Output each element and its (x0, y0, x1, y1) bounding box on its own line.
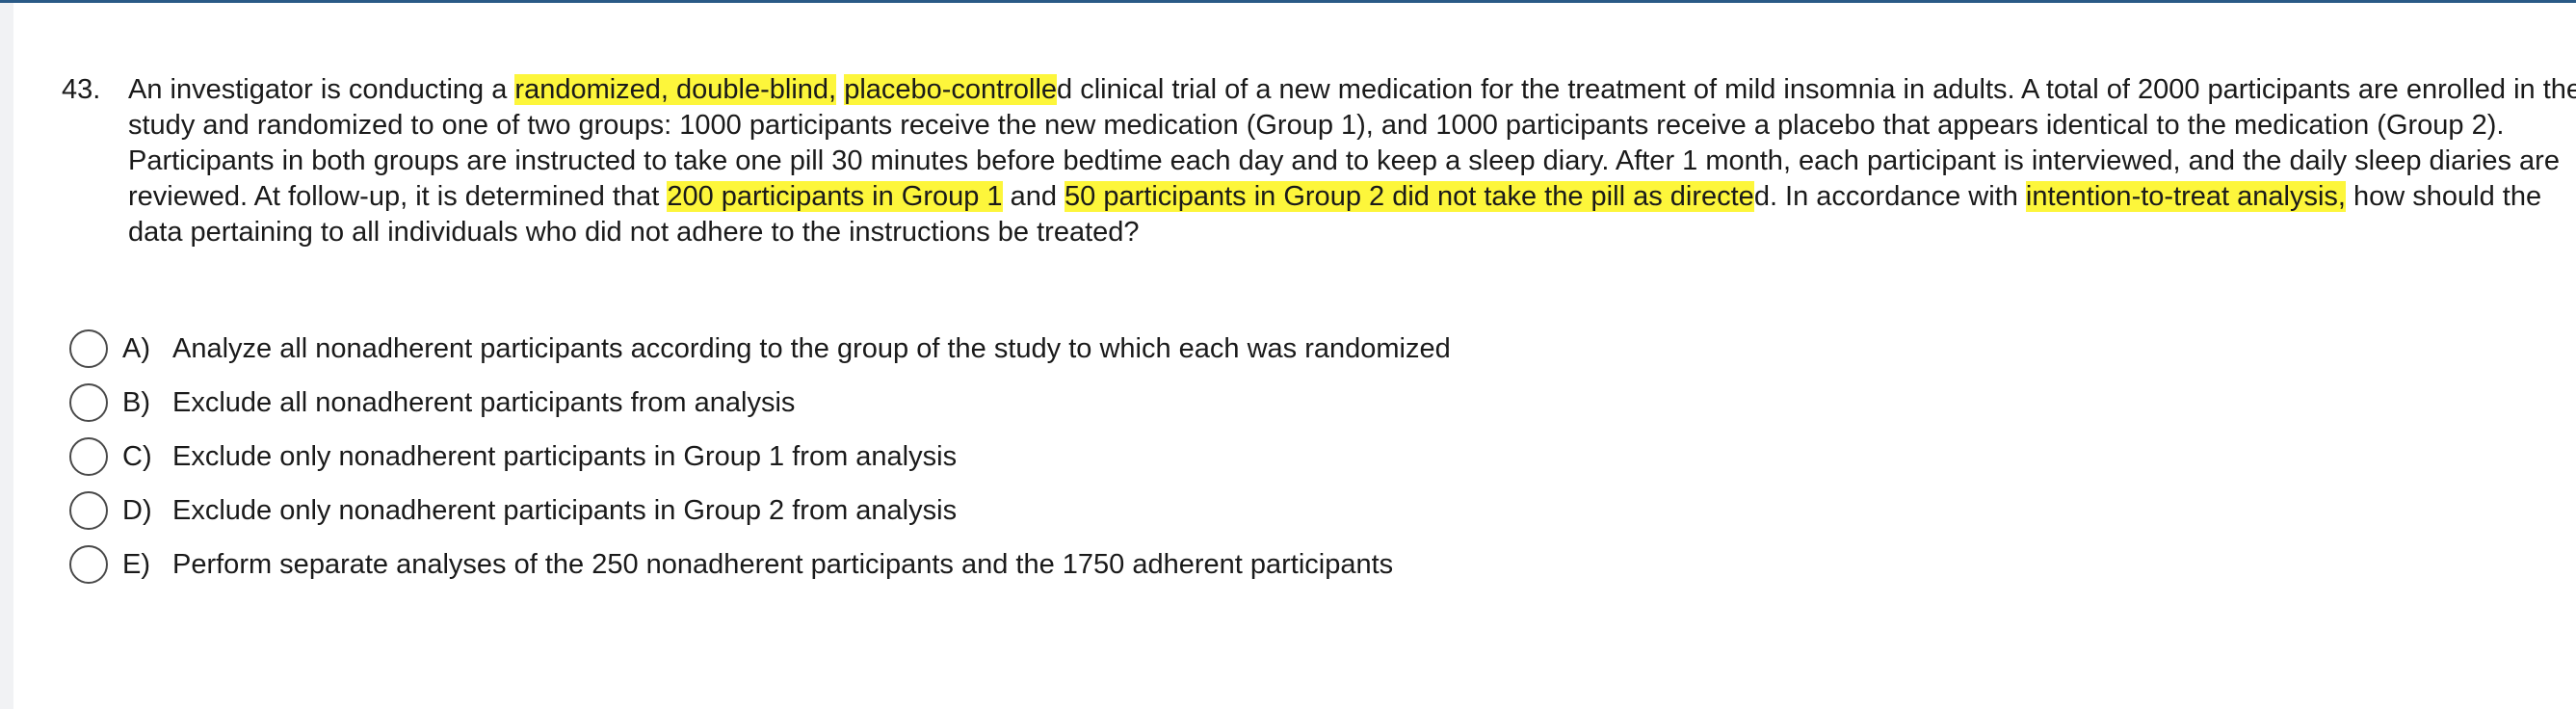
option-letter: C) (122, 440, 152, 472)
question-block: 43. An investigator is conducting a rand… (62, 72, 2576, 250)
option-letter: E) (122, 548, 150, 580)
answer-option-a[interactable]: A) Analyze all nonadherent participants … (69, 322, 1451, 376)
highlighted-phrase: intention-to-treat analysis, (2025, 181, 2346, 212)
option-letter: D) (122, 494, 152, 526)
answer-option-b[interactable]: B) Exclude all nonadherent participants … (69, 376, 1451, 430)
option-text[interactable]: Perform separate analyses of the 250 non… (172, 548, 1394, 580)
radio-button-a[interactable] (69, 329, 108, 368)
option-text[interactable]: Exclude all nonadherent participants fro… (172, 386, 796, 418)
left-gutter (0, 3, 13, 709)
option-text[interactable]: Analyze all nonadherent participants acc… (172, 332, 1451, 364)
option-text[interactable]: Exclude only nonadherent participants in… (172, 440, 958, 472)
stem-segment: An investigator is conducting a (128, 74, 515, 105)
top-border (0, 0, 2576, 3)
highlighted-phrase: 200 participants in Group 1 (667, 181, 1003, 212)
answer-option-e[interactable]: E) Perform separate analyses of the 250 … (69, 538, 1451, 591)
radio-button-b[interactable] (69, 383, 108, 422)
question-stem: An investigator is conducting a randomiz… (128, 72, 2576, 250)
stem-segment: and (1002, 181, 1065, 212)
radio-button-c[interactable] (69, 437, 108, 476)
highlighted-phrase: randomized, double-blind, (514, 74, 837, 105)
answer-options: A) Analyze all nonadherent participants … (69, 322, 1451, 591)
question-number: 43. (62, 74, 101, 105)
highlighted-phrase: placebo-controlle (844, 74, 1058, 105)
radio-button-e[interactable] (69, 545, 108, 584)
radio-button-d[interactable] (69, 491, 108, 530)
stem-segment (836, 74, 844, 105)
stem-segment: d. In accordance with (1753, 181, 2026, 212)
highlighted-phrase: 50 participants in Group 2 did not take … (1065, 181, 1754, 212)
option-text[interactable]: Exclude only nonadherent participants in… (172, 494, 958, 526)
answer-option-d[interactable]: D) Exclude only nonadherent participants… (69, 484, 1451, 538)
stem-segment: how should the data pertaining to all in… (128, 181, 2542, 248)
option-letter: B) (122, 386, 150, 418)
option-letter: A) (122, 332, 150, 364)
stem-segment: d clinical trial of a new medication for… (128, 74, 2576, 212)
answer-option-c[interactable]: C) Exclude only nonadherent participants… (69, 430, 1451, 484)
